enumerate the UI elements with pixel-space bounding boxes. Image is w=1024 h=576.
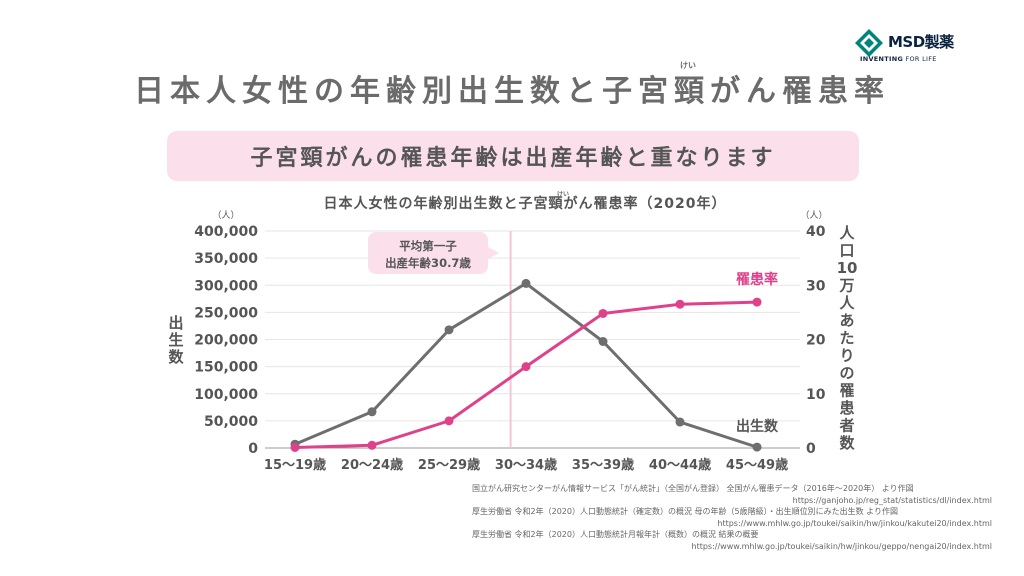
- chart-title: 日本人女性の年齢別出生数と子宮頸がん罹患率（2020年）: [323, 196, 727, 212]
- y-left-tick-label: 350,000: [194, 251, 258, 267]
- y-left-tick-label: 400,000: [194, 224, 258, 240]
- y-right-axis-title-char: 万: [838, 277, 854, 295]
- annotation-pointer: [488, 247, 499, 259]
- x-tick-label: 25〜29歳: [418, 457, 480, 473]
- y-left-axis-title-char: 出: [168, 314, 183, 332]
- y-left-tick-label: 100,000: [194, 387, 258, 403]
- grid-lines: [265, 230, 800, 449]
- y-left-tick-label: 200,000: [194, 333, 258, 349]
- x-tick-label: 45〜49歳: [726, 457, 788, 473]
- data-point: [444, 416, 454, 426]
- y-right-axis-title-char: 人: [839, 224, 855, 242]
- data-point: [598, 336, 608, 346]
- y-left-axis-title-char: 数: [168, 348, 184, 366]
- y-right-axis-title-char: 数: [839, 434, 855, 452]
- banner-text: 子宮頸がんの罹患年齢は出産年齢と重なります: [250, 146, 776, 171]
- annotation-line2: 出産年齢30.7歳: [385, 256, 471, 270]
- annotation-line1: 平均第一子: [399, 239, 457, 253]
- y-right-tick-label: 40: [806, 224, 826, 240]
- brand-tagline: INVENTING FOR LIFE: [860, 55, 937, 63]
- annotation-box: [368, 232, 488, 274]
- y-right-axis-title-char: た: [839, 329, 854, 347]
- series-label-incidence: 罹患率: [736, 271, 778, 288]
- y-left-tick-label: 150,000: [194, 360, 258, 376]
- source-url[interactable]: https://www.mhlw.go.jp/toukei/saikin/hw/…: [691, 541, 993, 551]
- y-left-tick-label: 300,000: [194, 278, 258, 294]
- data-point: [521, 362, 531, 372]
- data-point: [598, 308, 608, 318]
- y-left-tick-label: 50,000: [204, 414, 258, 430]
- msd-logo-mark-icon: [855, 29, 883, 57]
- y-right-axis-title-char: 患: [839, 399, 854, 417]
- data-point: [521, 278, 531, 288]
- msd-logo: MSD製薬 INVENTING FOR LIFE: [854, 26, 1004, 66]
- source-item: 厚生労働省 令和2年（2020）人口動態統計（確定数）の概況 母の年齢（5歳階級…: [472, 507, 992, 528]
- source-item: 厚生労働省 令和2年（2020）人口動態統計月報年計（概数）の概況 結果の概要 …: [472, 530, 993, 551]
- data-point: [290, 442, 300, 452]
- series-layer: [290, 278, 762, 452]
- data-point: [367, 440, 377, 450]
- brand-name: MSD製薬: [888, 33, 954, 51]
- y-right-tick-label: 10: [806, 387, 826, 403]
- x-tick-label: 15〜19歳: [264, 457, 326, 473]
- y-left-axis-title-char: 生: [168, 331, 183, 349]
- x-tick-label: 30〜34歳: [495, 457, 557, 473]
- page-title: 日本人女性の年齢別出生数と子宮頸がん罹患率: [134, 74, 890, 109]
- y-right-axis-title-char: 人: [839, 294, 855, 312]
- y-left-unit: （人）: [212, 210, 239, 221]
- x-tick-label: 40〜44歳: [649, 457, 711, 473]
- y-right-axis-title-char: の: [839, 364, 854, 382]
- y-left-tick-label: 250,000: [194, 305, 258, 321]
- data-point: [675, 299, 685, 309]
- sources: 国立がん研究センターがん情報サービス「がん統計」（全国がん登録） 全国がん罹患デ…: [472, 483, 992, 552]
- y-right-axis-title-char: 口: [839, 242, 854, 260]
- chart-title-ruby: けい: [557, 191, 570, 198]
- y-right-unit: （人）: [800, 210, 827, 221]
- message-banner: 子宮頸がんの罹患年齢は出産年齢と重なります: [167, 131, 859, 181]
- y-right-axis-title-char: 罹: [839, 382, 854, 400]
- y-right-axis-title-char: 者: [839, 417, 854, 435]
- source-item: 国立がん研究センターがん情報サービス「がん統計」（全国がん登録） 全国がん罹患デ…: [472, 484, 992, 505]
- y-left-tick-label: 0: [248, 441, 258, 457]
- y-right-tick-label: 0: [806, 441, 816, 457]
- y-right-axis-title-char: り: [839, 347, 854, 365]
- y-right-tick-label: 30: [806, 278, 826, 294]
- data-point: [675, 417, 685, 427]
- data-point: [752, 442, 762, 452]
- x-tick-label: 35〜39歳: [572, 457, 634, 473]
- series-label-births: 出生数: [736, 418, 779, 435]
- y-right-axis-title-char: 10: [837, 259, 858, 277]
- y-right-axis-title-char: あ: [839, 312, 854, 330]
- y-right-tick-label: 20: [806, 333, 826, 349]
- title-ruby: けい: [680, 61, 696, 70]
- source-url[interactable]: https://ganjoho.jp/reg_stat/statistics/d…: [792, 495, 992, 505]
- data-point: [752, 297, 762, 307]
- x-tick-label: 20〜24歳: [341, 457, 403, 473]
- source-url[interactable]: https://www.mhlw.go.jp/toukei/saikin/hw/…: [717, 518, 992, 528]
- axes: 0 50,000 100,000 150,000 200,000 250,000 300,0…: [168, 210, 857, 473]
- data-point: [444, 325, 454, 335]
- data-point: [367, 407, 377, 417]
